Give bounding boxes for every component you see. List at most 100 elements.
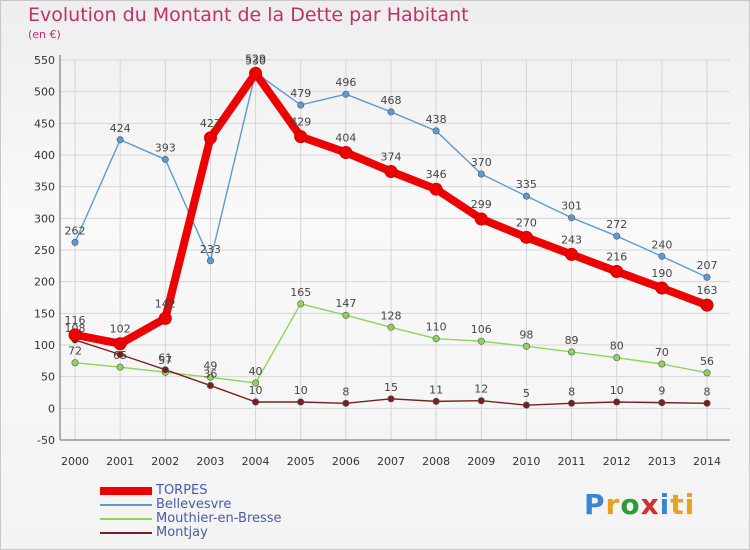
x-tick-label: 2005: [287, 455, 315, 468]
data-point: [429, 182, 443, 196]
data-point: [252, 379, 260, 387]
x-tick-label: 2001: [106, 455, 134, 468]
data-point: [116, 136, 124, 144]
data-label: 438: [426, 113, 447, 126]
data-label: 49: [203, 359, 217, 372]
data-label: 479: [290, 87, 311, 100]
legend-label: Montjay: [156, 525, 208, 540]
data-point: [658, 360, 666, 368]
chart-title: Evolution du Montant de la Dette par Hab…: [28, 4, 469, 26]
data-label: 374: [381, 150, 402, 163]
y-tick-label: 100: [34, 339, 55, 352]
data-label: 468: [381, 94, 402, 107]
data-point: [116, 363, 124, 371]
data-label: 89: [565, 334, 579, 347]
x-tick-label: 2014: [693, 455, 721, 468]
data-point: [568, 348, 576, 356]
data-label: 270: [516, 216, 537, 229]
x-tick-label: 2012: [603, 455, 631, 468]
data-label: 56: [700, 355, 714, 368]
data-point: [161, 366, 169, 374]
y-tick-label: -50: [37, 434, 55, 447]
data-point: [387, 395, 395, 403]
data-point: [568, 214, 576, 222]
data-label: 36: [203, 368, 217, 381]
legend-swatch: [100, 487, 152, 495]
data-point: [203, 131, 217, 145]
y-tick-label: 0: [48, 402, 55, 415]
y-tick-label: 250: [34, 244, 55, 257]
data-label: 335: [516, 178, 537, 191]
legend-item: Montjay: [100, 525, 340, 540]
data-point: [71, 238, 79, 246]
data-point: [206, 382, 214, 390]
data-label: 8: [568, 385, 575, 398]
data-label: 142: [155, 297, 176, 310]
data-label: 116: [65, 314, 86, 327]
data-label: 9: [658, 385, 665, 398]
legend-swatch: [100, 504, 152, 506]
legend-swatch: [100, 518, 152, 520]
data-point: [342, 311, 350, 319]
x-tick-label: 2006: [332, 455, 360, 468]
y-tick-label: 550: [34, 54, 55, 67]
data-point: [342, 90, 350, 98]
data-point: [206, 373, 214, 381]
data-label: 393: [155, 141, 176, 154]
data-label: 10: [294, 384, 308, 397]
data-label: 12: [474, 383, 488, 396]
data-point: [158, 311, 172, 325]
data-point: [387, 108, 395, 116]
data-label: 262: [65, 224, 86, 237]
data-point: [432, 397, 440, 405]
chart-unit-label: (en €): [28, 28, 61, 41]
data-point: [703, 399, 711, 407]
data-point: [297, 101, 305, 109]
y-tick-label: 400: [34, 149, 55, 162]
data-label: 8: [704, 385, 711, 398]
data-label: 370: [471, 156, 492, 169]
data-point: [519, 230, 533, 244]
x-tick-label: 2013: [648, 455, 676, 468]
data-point: [384, 164, 398, 178]
y-tick-label: 150: [34, 307, 55, 320]
data-point: [613, 398, 621, 406]
data-point: [613, 232, 621, 240]
data-point: [342, 399, 350, 407]
data-point: [703, 369, 711, 377]
data-point: [297, 300, 305, 308]
data-point: [477, 337, 485, 345]
data-point: [613, 354, 621, 362]
data-label: 57: [158, 354, 172, 367]
data-point: [522, 342, 530, 350]
y-tick-label: 450: [34, 117, 55, 130]
data-point: [522, 192, 530, 200]
data-point: [161, 155, 169, 163]
data-label: 272: [606, 218, 627, 231]
data-point: [522, 401, 530, 409]
data-label: 163: [697, 284, 718, 297]
data-point: [477, 170, 485, 178]
data-label: 128: [381, 309, 402, 322]
data-point: [477, 397, 485, 405]
data-label: 147: [335, 297, 356, 310]
data-point: [610, 265, 624, 279]
data-point: [252, 398, 260, 406]
data-point: [565, 247, 579, 261]
legend-label: Bellevesvre: [156, 497, 232, 512]
data-point: [68, 328, 82, 342]
data-label: 15: [384, 381, 398, 394]
data-label: 301: [561, 200, 582, 213]
data-point: [297, 398, 305, 406]
x-tick-label: 2008: [422, 455, 450, 468]
data-point: [71, 359, 79, 367]
data-point: [474, 212, 488, 226]
data-label: 233: [200, 243, 221, 256]
data-label: 427: [200, 117, 221, 130]
data-point: [387, 323, 395, 331]
data-label: 11: [429, 383, 443, 396]
data-label: 530: [245, 55, 266, 68]
x-tick-label: 2003: [196, 455, 224, 468]
data-point: [249, 66, 263, 80]
